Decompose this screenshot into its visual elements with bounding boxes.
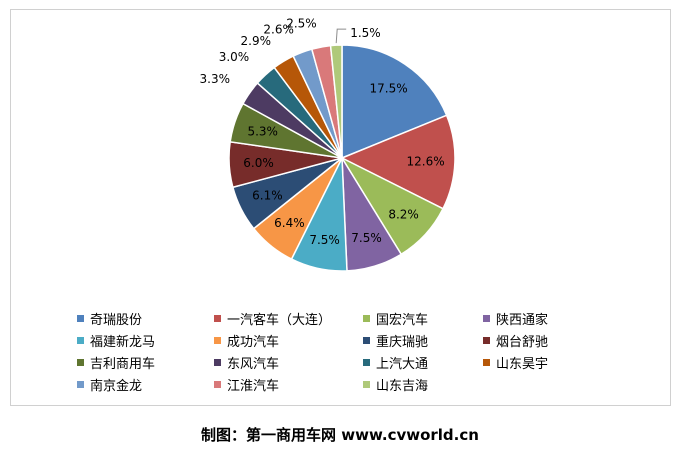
slice-value-label: 8.2% [388,208,419,222]
slice-value-label: 7.5% [351,231,382,245]
slice-value-label: 5.3% [247,125,278,139]
slice-value-label: 7.5% [309,233,340,247]
slice-value-label: 12.6% [407,154,445,168]
slice-value-label: 2.5% [286,16,317,30]
slice-value-label: 6.0% [243,156,274,170]
chart-caption: 制图：第一商用车网 www.cvworld.cn [201,426,479,444]
slice-value-label: 6.1% [252,189,283,203]
pie-slice [341,44,448,160]
slice-value-label: 3.3% [200,72,231,86]
slice-value-label: 17.5% [370,82,408,96]
slice-value-label: 2.6% [263,23,294,37]
leader-line [335,28,347,44]
pie-chart: 17.5% 12.6% 8.2% 7.5% 7.5% 6.4% 6.1% 6.0% 5.3% 3.… [200,16,456,272]
pie-slice [329,44,343,159]
slice-value-label: 2.9% [241,34,272,48]
slice-value-label: 3.0% [219,50,250,64]
slice-value-label: 1.5% [350,26,381,40]
slice-value-label: 6.4% [274,216,305,230]
chart-frame: 17.5% 12.6% 8.2% 7.5% 7.5% 6.4% 6.1% 6.0% 5.3% 3.… [10,9,671,406]
pie-slice [340,114,456,210]
